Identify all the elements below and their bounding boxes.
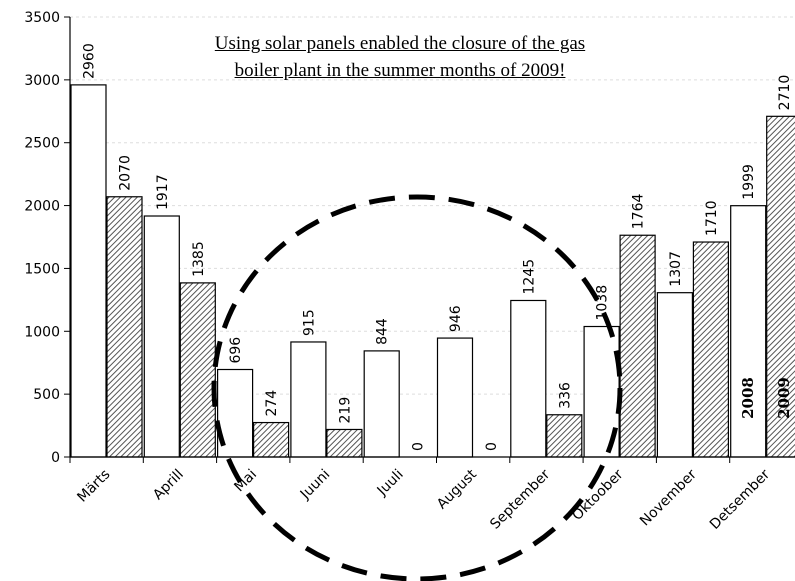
bar-2008 bbox=[510, 299, 547, 458]
category-label: November bbox=[637, 466, 700, 529]
y-tick-label: 3500 bbox=[24, 10, 60, 26]
data-label: 844 bbox=[375, 318, 391, 345]
series-label-2009: 2009 bbox=[775, 377, 793, 419]
data-label: 946 bbox=[448, 305, 464, 332]
bar-2008 bbox=[143, 215, 180, 458]
annotation-text: Using solar panels enabled the closure o… bbox=[120, 30, 680, 84]
data-label: 1764 bbox=[631, 194, 647, 230]
data-label: 1307 bbox=[668, 251, 684, 287]
data-label: 1385 bbox=[191, 241, 207, 277]
bars bbox=[70, 84, 795, 458]
y-tick-label: 2500 bbox=[24, 136, 60, 152]
bar-2008 bbox=[656, 292, 694, 458]
bar-2009 bbox=[179, 282, 216, 458]
data-label: 1917 bbox=[155, 174, 171, 210]
data-label: 2710 bbox=[777, 75, 793, 111]
series-label-2008: 2008 bbox=[739, 377, 757, 419]
bar-2008 bbox=[363, 350, 400, 458]
y-tick-label: 3000 bbox=[24, 73, 60, 89]
bar-2009 bbox=[692, 241, 730, 458]
data-label: 1038 bbox=[595, 285, 611, 321]
category-label: September bbox=[487, 466, 553, 532]
bar-2009 bbox=[619, 234, 656, 458]
y-tick-label: 2000 bbox=[24, 199, 60, 215]
category-label: Märts bbox=[74, 467, 113, 506]
data-label: 336 bbox=[557, 382, 573, 409]
bar-2008 bbox=[290, 341, 327, 458]
y-tick-label: 1500 bbox=[24, 261, 60, 277]
y-tick-label: 0 bbox=[51, 450, 60, 466]
category-label: Aprill bbox=[150, 467, 187, 504]
highlight-dashed-circle bbox=[211, 194, 623, 581]
data-label: 219 bbox=[337, 397, 353, 424]
annotation-line-1: Using solar panels enabled the closure o… bbox=[214, 33, 586, 54]
category-label: Juuli bbox=[374, 467, 407, 500]
data-label: 1999 bbox=[741, 164, 757, 200]
data-label: 0 bbox=[484, 442, 500, 451]
annotation-line-2: boiler plant in the summer months of 200… bbox=[234, 60, 566, 81]
data-label: 2960 bbox=[82, 43, 98, 79]
bar-2009 bbox=[106, 196, 143, 458]
data-label: 0 bbox=[411, 442, 427, 451]
y-tick-label: 1000 bbox=[24, 324, 60, 340]
data-label: 696 bbox=[228, 337, 244, 364]
bar-2008 bbox=[436, 337, 474, 458]
category-label: Juuni bbox=[297, 467, 334, 504]
bar-2009 bbox=[326, 428, 363, 458]
y-tick-label: 500 bbox=[33, 387, 60, 403]
data-label: 915 bbox=[301, 309, 317, 336]
bar-2009 bbox=[546, 414, 583, 458]
data-label: 274 bbox=[264, 390, 280, 417]
bar-2009 bbox=[253, 421, 290, 458]
category-label: Detsember bbox=[707, 466, 773, 532]
data-label: 1245 bbox=[521, 259, 537, 295]
data-label: 1710 bbox=[704, 200, 720, 236]
data-label: 2070 bbox=[118, 155, 134, 191]
data-labels: 2960 2070 1917 1385 696 274 915 219 844 0 946 0 1245… bbox=[82, 43, 794, 451]
bar-2008 bbox=[70, 84, 107, 458]
category-label: August bbox=[434, 466, 480, 512]
